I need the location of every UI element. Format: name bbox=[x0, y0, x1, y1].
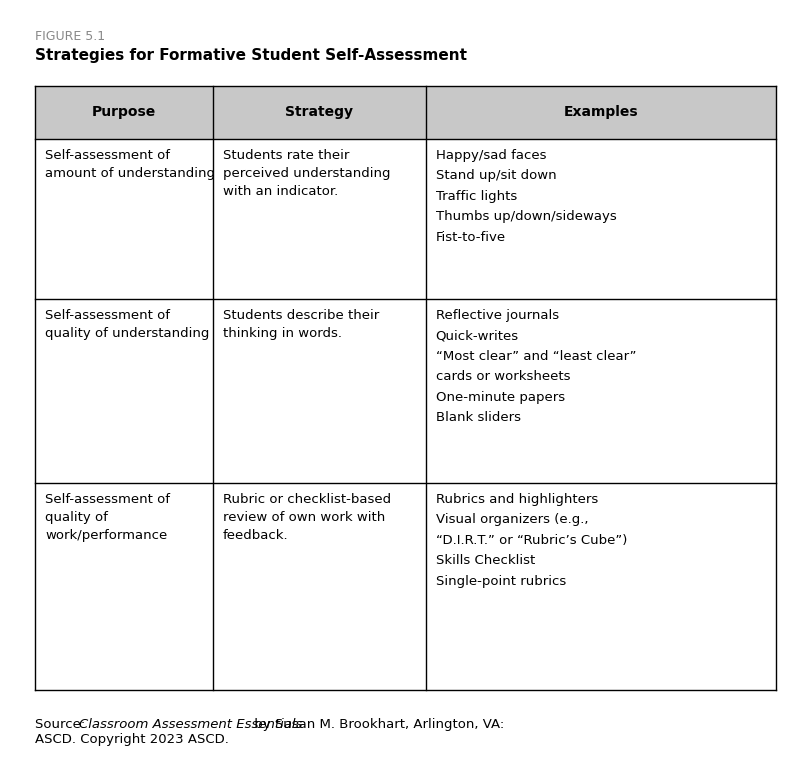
Text: Happy/sad faces
Stand up/sit down
Traffic lights
Thumbs up/down/sideways
Fist-to: Happy/sad faces Stand up/sit down Traffi… bbox=[436, 148, 616, 243]
Text: Self-assessment of
quality of
work/performance: Self-assessment of quality of work/perfo… bbox=[45, 493, 170, 542]
Text: by Susan M. Brookhart, Arlington, VA:: by Susan M. Brookhart, Arlington, VA: bbox=[250, 718, 504, 731]
Text: Strategies for Formative Student Self-Assessment: Strategies for Formative Student Self-As… bbox=[35, 48, 467, 63]
Text: Reflective journals
Quick-writes
“Most clear” and “least clear”
cards or workshe: Reflective journals Quick-writes “Most c… bbox=[436, 309, 636, 424]
Text: Purpose: Purpose bbox=[92, 105, 156, 119]
Text: Students describe their
thinking in words.: Students describe their thinking in word… bbox=[223, 309, 379, 339]
Text: Examples: Examples bbox=[564, 105, 638, 119]
Text: Students rate their
perceived understanding
with an indicator.: Students rate their perceived understand… bbox=[223, 148, 390, 197]
Text: Strategy: Strategy bbox=[285, 105, 353, 119]
Text: Rubrics and highlighters
Visual organizers (e.g.,
“D.I.R.T.” or “Rubric’s Cube”): Rubrics and highlighters Visual organize… bbox=[436, 493, 627, 588]
Text: Rubric or checklist-based
review of own work with
feedback.: Rubric or checklist-based review of own … bbox=[223, 493, 391, 542]
Text: Source:: Source: bbox=[35, 718, 89, 731]
Text: Classroom Assessment Essentials: Classroom Assessment Essentials bbox=[79, 718, 303, 731]
Text: Self-assessment of
quality of understanding: Self-assessment of quality of understand… bbox=[45, 309, 209, 339]
Text: FIGURE 5.1: FIGURE 5.1 bbox=[35, 30, 105, 43]
Text: Self-assessment of
amount of understanding: Self-assessment of amount of understandi… bbox=[45, 148, 215, 179]
Bar bbox=[35, 86, 776, 139]
Text: ASCD. Copyright 2023 ASCD.: ASCD. Copyright 2023 ASCD. bbox=[35, 733, 229, 746]
